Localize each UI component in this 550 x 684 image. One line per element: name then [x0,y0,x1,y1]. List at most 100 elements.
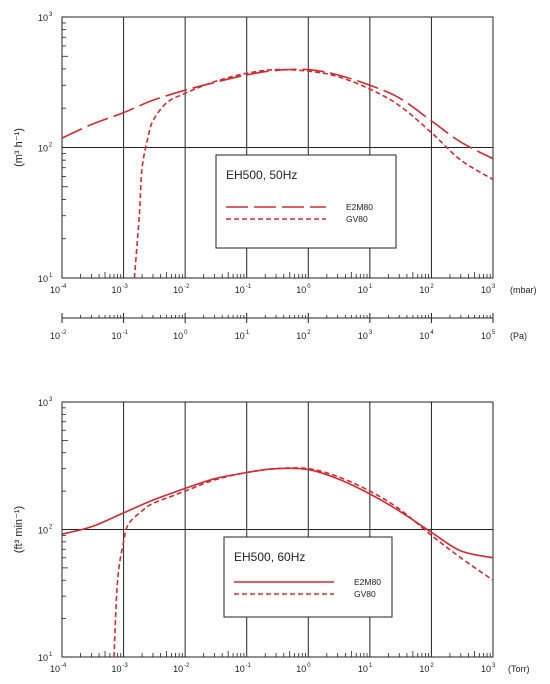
secondary-tick-label-exp: -1 [123,330,129,336]
legend-entry-gv80: GV80 [346,214,368,224]
secondary-tick-label: 10 1 [235,330,250,341]
x-tick-label-exp: 0 [307,663,311,669]
y-tick-label-exp: 1 [49,652,53,658]
legend-entry-gv80: GV80 [354,589,376,599]
secondary-tick-label-exp: 0 [184,330,188,336]
secondary-tick-label-exp: 3 [369,330,373,336]
x-tick-label-base: 10 [358,664,368,674]
y-tick-label: 10 3 [38,12,53,23]
secondary-tick-label: 10 -2 [50,330,67,341]
x-tick-label: 10 3 [481,284,496,295]
x-tick-label-exp: 2 [430,663,434,669]
x-tick-label-base: 10 [173,285,183,295]
x-tick-label-base: 10 [296,285,306,295]
x-tick-label-exp: 1 [369,284,373,290]
y-axis-label: (m³ h⁻¹) [13,128,25,167]
x-tick-label-exp: 3 [492,663,496,669]
y-tick-label-base: 10 [38,144,48,154]
series-line-e2m80 [62,68,493,160]
x-tick-label: 10 2 [419,663,434,674]
x-tick-label-base: 10 [112,664,122,674]
legend-title: EH500, 60Hz [234,550,305,564]
x-tick-label: 10 0 [296,663,311,674]
x-tick-label: 10 1 [358,663,373,674]
secondary-tick-label-base: 10 [173,331,183,341]
secondary-tick-label-base: 10 [481,331,491,341]
legend-entry-e2m80: E2M80 [354,577,381,587]
secondary-tick-label: 10 2 [296,330,311,341]
x-tick-label-exp: -3 [123,663,129,669]
x-tick-label-base: 10 [173,664,183,674]
x-tick-label-base: 10 [481,664,491,674]
secondary-tick-label-exp: 2 [307,330,311,336]
secondary-axis: 10 -2 10 -1 10 0 10 1 10 2 10 3 10 4 10 5 (Pa) [50,313,527,341]
chart-1: 10 -4 10 -3 10 -2 10 -1 10 0 10 1 10 2 10 310 110 210 3(mb… [13,12,537,341]
secondary-tick-label-base: 10 [419,331,429,341]
secondary-tick-label-exp: 5 [492,330,496,336]
y-tick-label-base: 10 [38,526,48,536]
x-tick-label-exp: 3 [492,284,496,290]
y-tick-label: 10 3 [38,397,53,408]
secondary-tick-label: 10 -1 [112,330,129,341]
x-tick-label-base: 10 [112,285,122,295]
x-tick-label: 10 -3 [112,663,129,674]
secondary-tick-label-base: 10 [50,331,60,341]
x-tick-label-exp: -4 [61,663,67,669]
x-tick-label: 10 -2 [173,284,190,295]
x-tick-label-base: 10 [358,285,368,295]
y-tick-label-exp: 3 [49,12,53,18]
y-tick-label-base: 10 [38,653,48,663]
x-tick-label-base: 10 [296,664,306,674]
secondary-tick-label: 10 0 [173,330,188,341]
chart-2: 10 -4 10 -3 10 -2 10 -1 10 0 10 1 10 2 10 310 110 210 3(To… [13,397,530,674]
series-line-gv80 [133,68,493,278]
y-tick-label-exp: 1 [49,273,53,279]
x-tick-label-exp: 2 [430,284,434,290]
y-tick-label-exp: 2 [49,525,53,531]
x-tick-label-base: 10 [419,285,429,295]
secondary-tick-label-base: 10 [112,331,122,341]
legend-box [215,154,397,249]
x-tick-label: 10 0 [296,284,311,295]
legend-entry-e2m80: E2M80 [346,202,373,212]
y-tick-label: 10 1 [38,652,53,663]
x-tick-label-base: 10 [50,285,60,295]
secondary-tick-label-base: 10 [235,331,245,341]
x-tick-label-exp: -4 [61,284,67,290]
x-tick-label: 10 2 [419,284,434,295]
secondary-tick-label-base: 10 [296,331,306,341]
y-tick-label-base: 10 [38,13,48,23]
legend-title: EH500, 50Hz [226,168,297,182]
x-tick-label-base: 10 [50,664,60,674]
secondary-tick-label: 10 3 [358,330,373,341]
y-tick-label: 10 2 [38,143,53,154]
x-tick-label: 10 -2 [173,663,190,674]
y-tick-label: 10 1 [38,273,53,284]
y-tick-label-base: 10 [38,398,48,408]
x-axis-unit: (mbar) [510,285,537,295]
secondary-tick-label: 10 5 [481,330,496,341]
series-line-e2m80 [62,467,493,559]
secondary-tick-label-exp: -2 [61,330,67,336]
x-tick-label-exp: -1 [246,284,252,290]
y-tick-label-exp: 2 [49,143,53,149]
x-tick-label-base: 10 [419,664,429,674]
legend: EH500, 60Hz E2M80 GV80 [223,536,393,618]
x-tick-label-exp: -2 [184,663,190,669]
x-tick-label-exp: 1 [369,663,373,669]
secondary-tick-label-exp: 4 [430,330,434,336]
x-tick-label-base: 10 [481,285,491,295]
x-tick-label: 10 -1 [235,663,252,674]
secondary-tick-label-base: 10 [358,331,368,341]
y-tick-label-exp: 3 [49,397,53,403]
x-axis-unit: (Torr) [508,664,530,674]
x-tick-label: 10 1 [358,284,373,295]
x-tick-label-exp: -1 [246,663,252,669]
legend-box [223,536,393,618]
x-tick-label-base: 10 [235,664,245,674]
x-tick-label-exp: -3 [123,284,129,290]
x-tick-label-exp: 0 [307,284,311,290]
secondary-axis-unit: (Pa) [510,331,527,341]
x-tick-label: 10 -4 [50,284,67,295]
